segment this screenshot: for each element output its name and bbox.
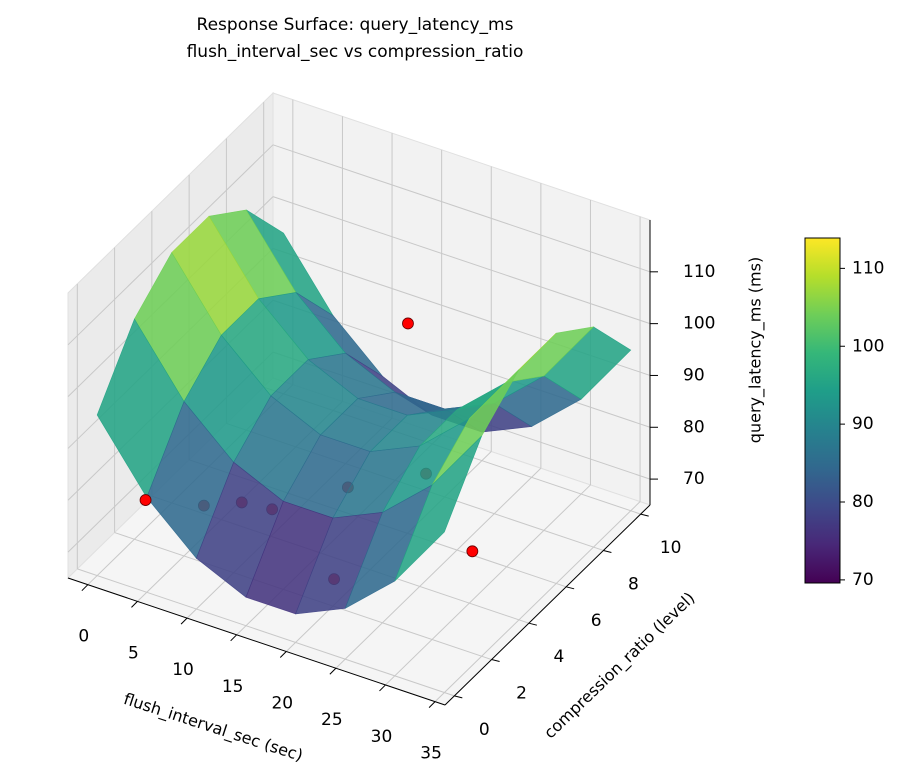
x-tick bbox=[180, 617, 188, 625]
grid-line bbox=[272, 144, 651, 273]
x-tick-label: 25 bbox=[321, 710, 343, 730]
scatter-point bbox=[139, 494, 152, 506]
z-tick-label: 90 bbox=[683, 365, 705, 385]
x-tick-label: 30 bbox=[371, 727, 393, 747]
surface-patch bbox=[394, 435, 482, 582]
y-tick bbox=[454, 695, 463, 699]
scatter-point bbox=[402, 317, 414, 330]
z-tick-label: 100 bbox=[683, 314, 715, 334]
x-tick-label: 10 bbox=[172, 660, 194, 680]
colorbar-tick-label: 90 bbox=[852, 414, 874, 434]
y-tick bbox=[566, 586, 575, 590]
grid-line bbox=[434, 501, 641, 703]
chart-title: Response Surface: query_latency_ms bbox=[197, 15, 514, 35]
z-tick-label: 70 bbox=[683, 469, 705, 489]
grid-line bbox=[77, 568, 455, 697]
x-tick bbox=[131, 601, 138, 608]
z-tick-label: 110 bbox=[683, 262, 715, 282]
y-tick bbox=[640, 513, 649, 517]
x-tick-label: 20 bbox=[271, 694, 293, 714]
axis-line bbox=[444, 504, 651, 706]
colorbar-tick-label: 70 bbox=[852, 570, 874, 590]
x-tick bbox=[230, 634, 238, 642]
grid-line bbox=[272, 196, 651, 325]
grid-line bbox=[67, 144, 274, 346]
y-tick-label: 8 bbox=[628, 574, 639, 594]
x-tick bbox=[379, 684, 386, 692]
y-tick-label: 6 bbox=[591, 611, 602, 631]
x-tick bbox=[428, 701, 436, 709]
scatter-point bbox=[466, 545, 479, 558]
x-tick-label: 0 bbox=[78, 627, 89, 647]
y-tick-label: 2 bbox=[516, 684, 527, 704]
colorbar-tick-label: 100 bbox=[852, 336, 884, 356]
z-tick-label: 80 bbox=[683, 417, 705, 437]
axis-line bbox=[67, 577, 446, 706]
y-tick bbox=[603, 549, 612, 553]
x-tick bbox=[279, 651, 287, 658]
y-tick-label: 4 bbox=[553, 647, 564, 667]
x-tick-label: 5 bbox=[128, 643, 139, 663]
y-tick bbox=[528, 622, 537, 626]
x-tick bbox=[81, 584, 89, 592]
grid-line bbox=[385, 484, 591, 686]
x-tick-label: 35 bbox=[420, 744, 442, 764]
y-tick-label: 10 bbox=[660, 538, 682, 558]
z-axis-label: query_latency_ms (ms) bbox=[746, 257, 766, 443]
colorbar-tick-label: 110 bbox=[852, 258, 884, 278]
x-tick-label: 15 bbox=[222, 677, 244, 697]
y-tick-label: 0 bbox=[479, 720, 490, 740]
colorbar-tick-label: 80 bbox=[852, 492, 874, 512]
x-tick bbox=[329, 667, 337, 675]
grid-line bbox=[335, 467, 542, 669]
chart-subtitle: flush_interval_sec vs compression_ratio bbox=[187, 42, 524, 62]
colorbar bbox=[804, 237, 841, 584]
y-tick bbox=[491, 659, 500, 663]
